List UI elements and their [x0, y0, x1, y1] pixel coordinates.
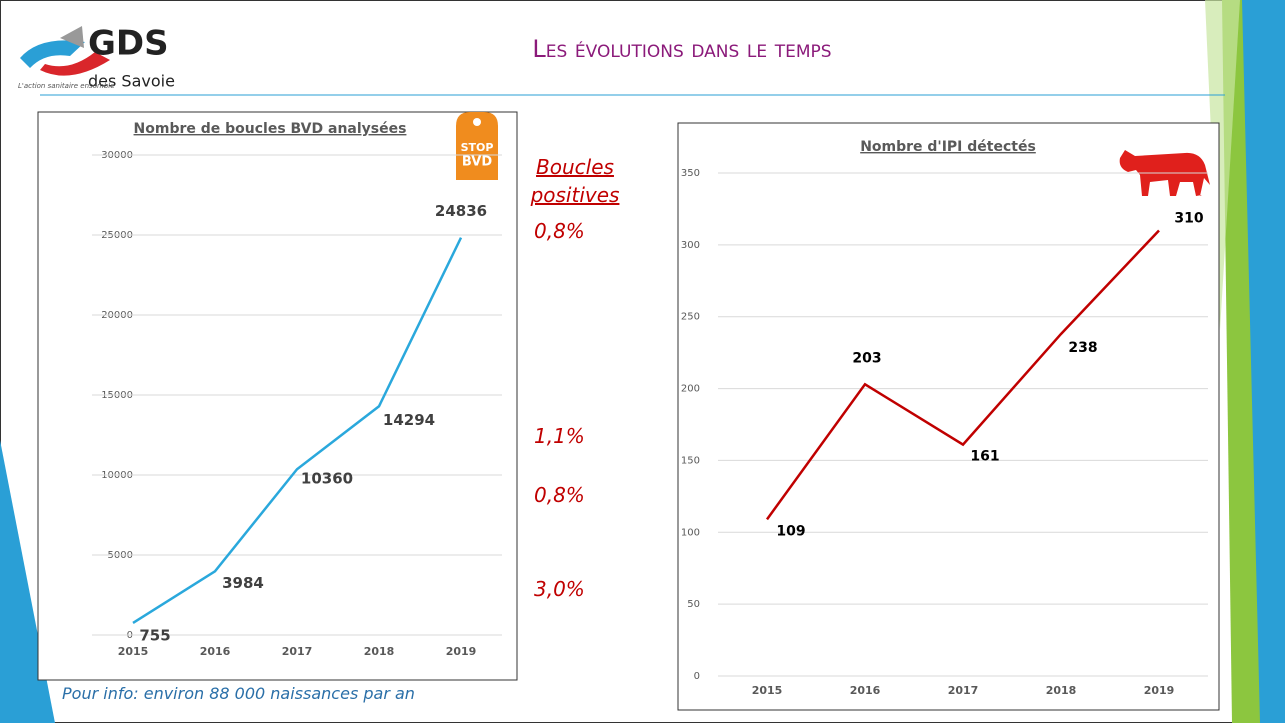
x-tick-label: 2015 [118, 645, 149, 658]
data-label: 161 [970, 449, 999, 465]
x-tick-label: 2016 [200, 645, 231, 658]
data-label: 109 [776, 523, 805, 539]
tag-hole [473, 118, 481, 126]
data-label: 3984 [222, 574, 264, 592]
logo-name: GDS [88, 24, 169, 64]
chart-frame [678, 123, 1219, 710]
annotation-heading: Boucles positives [527, 153, 623, 209]
y-tick-label: 150 [681, 455, 700, 466]
chart-title: Nombre de boucles BVD analysées [134, 121, 407, 137]
x-tick-label: 2017 [282, 645, 313, 658]
x-tick-label: 2018 [1046, 684, 1077, 697]
x-tick-label: 2018 [364, 645, 395, 658]
y-tick-label: 200 [681, 384, 700, 395]
tag-text: BVD [462, 155, 492, 170]
x-tick-label: 2016 [850, 684, 881, 697]
data-label: 10360 [301, 470, 353, 488]
y-tick-label: 0 [694, 671, 700, 682]
data-label: 310 [1174, 210, 1203, 226]
rate-label: 3,0% [534, 577, 585, 601]
data-label: 238 [1068, 340, 1097, 356]
data-label: 203 [852, 350, 881, 366]
footer-note: Pour info: environ 88 000 naissances par… [62, 684, 415, 703]
x-tick-label: 2015 [752, 684, 783, 697]
y-tick-label: 250 [681, 312, 700, 323]
rate-label: 0,8% [534, 219, 585, 243]
y-tick-label: 100 [681, 527, 700, 538]
rate-label: 1,1% [534, 424, 585, 448]
x-tick-label: 2019 [1144, 684, 1175, 697]
data-label: 755 [139, 626, 170, 644]
data-label: 14294 [383, 411, 435, 429]
slide-canvas: GDS des Savoie L'action sanitaire ensemb… [0, 0, 1285, 723]
chart-title: Nombre d'IPI détectés [860, 139, 1036, 155]
slide-title: Les évolutions dans le temps [532, 35, 831, 63]
data-label: 24836 [435, 202, 487, 220]
slide: GDS des Savoie L'action sanitaire ensemb… [0, 0, 1285, 723]
y-tick-label: 50 [687, 599, 700, 610]
x-tick-label: 2019 [446, 645, 477, 658]
logo-tagline: L'action sanitaire ensemble [18, 82, 115, 90]
x-tick-label: 2017 [948, 684, 979, 697]
rate-label: 0,8% [534, 483, 585, 507]
y-tick-label: 300 [681, 240, 700, 251]
tag-text: STOP [461, 141, 494, 154]
y-tick-label: 350 [681, 168, 700, 179]
